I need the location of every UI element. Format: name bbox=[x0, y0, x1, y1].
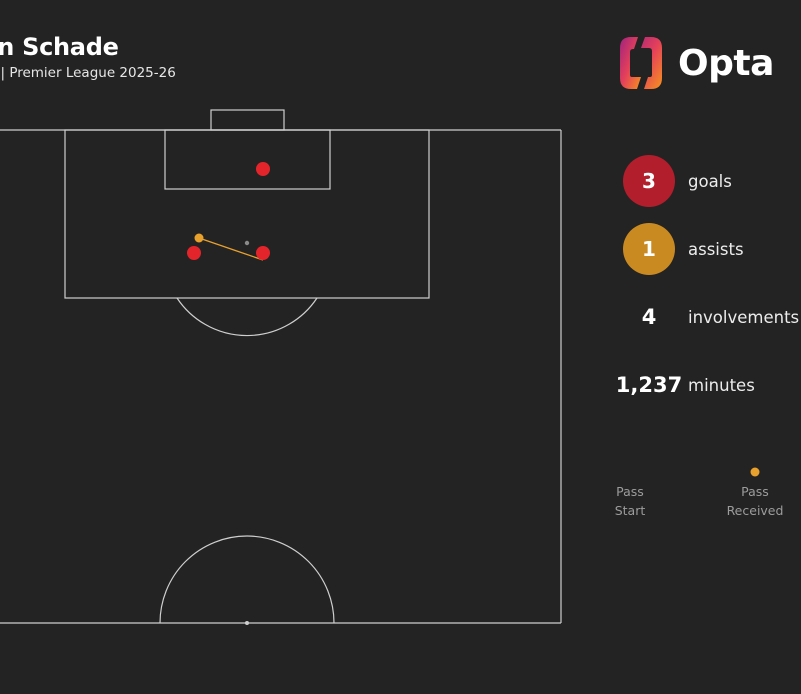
goals-badge: 3 bbox=[623, 155, 675, 207]
opta-logo-icon bbox=[620, 37, 662, 89]
centre-circle bbox=[159, 535, 335, 624]
minutes-value: 1,237 bbox=[615, 373, 683, 397]
assists-badge: 1 bbox=[623, 223, 675, 275]
pass-received-legend-marker bbox=[750, 467, 760, 477]
centre-spot bbox=[245, 621, 249, 625]
goals-label: goals bbox=[688, 171, 732, 191]
goal-marker bbox=[256, 246, 270, 260]
pass-received-legend-line1: Pass bbox=[741, 484, 769, 499]
six-yard-box bbox=[164, 129, 331, 190]
assist-pass-received-marker bbox=[194, 233, 204, 243]
penalty-spot bbox=[244, 240, 250, 246]
minutes-stat: 1,237 minutes bbox=[615, 373, 755, 397]
pass-received-legend: Pass Received bbox=[720, 482, 790, 520]
goal-marker bbox=[256, 162, 270, 176]
assists-stat: 1 assists bbox=[615, 223, 744, 275]
involvements-label: involvements bbox=[688, 307, 800, 327]
goal-frame bbox=[210, 109, 285, 131]
assist-pass-line bbox=[198, 237, 264, 261]
opta-wordmark: Opta bbox=[678, 42, 774, 84]
opta-brand: Opta bbox=[618, 35, 774, 91]
goal-marker bbox=[187, 246, 201, 260]
penalty-area bbox=[64, 129, 430, 299]
pass-start-legend: Pass Start bbox=[595, 482, 665, 520]
assists-label: assists bbox=[688, 239, 744, 259]
goals-stat: 3 goals bbox=[615, 155, 732, 207]
player-title: vin Schade bbox=[0, 33, 119, 61]
involvements-value: 4 bbox=[641, 305, 657, 329]
pass-start-legend-line2: Start bbox=[614, 503, 646, 518]
involvements-stat: 4 involvements bbox=[615, 305, 799, 329]
team-season-subtitle: tford | Premier League 2025-26 bbox=[0, 65, 176, 81]
pass-start-legend-line1: Pass bbox=[616, 484, 644, 499]
penalty-arc bbox=[176, 297, 318, 337]
pass-legend-line bbox=[630, 467, 760, 477]
pass-received-legend-line2: Received bbox=[726, 503, 784, 518]
minutes-label: minutes bbox=[688, 375, 755, 395]
